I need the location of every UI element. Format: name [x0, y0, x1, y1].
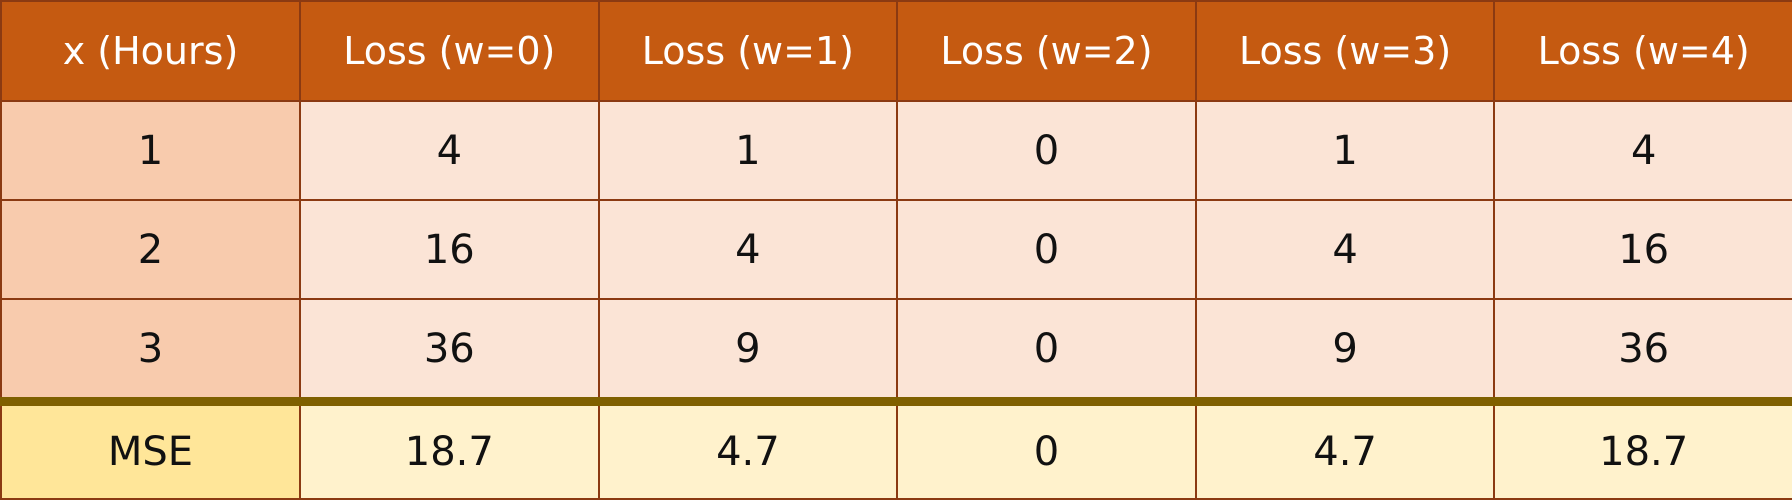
table-row: 3 36 9 0 9 36 — [0, 298, 1792, 403]
table-cell: 0 — [896, 100, 1197, 201]
table-cell: 16 — [299, 199, 600, 300]
header-cell-loss-w0: Loss (w=0) — [299, 0, 600, 102]
table-cell: 4 — [299, 100, 600, 201]
row-key-cell: 3 — [0, 298, 301, 403]
header-cell-loss-w4: Loss (w=4) — [1493, 0, 1792, 102]
summary-cell: 0 — [896, 397, 1197, 500]
table-cell: 9 — [1194, 298, 1496, 403]
header-cell-loss-w3: Loss (w=3) — [1194, 0, 1496, 102]
table-row: 2 16 4 0 4 16 — [0, 199, 1792, 300]
table-cell: 4 — [1194, 199, 1496, 300]
header-cell-x: x (Hours) — [0, 0, 301, 102]
summary-row: MSE 18.7 4.7 0 4.7 18.7 — [0, 397, 1792, 500]
summary-cell: 18.7 — [299, 397, 600, 500]
summary-cell: 4.7 — [1194, 397, 1496, 500]
row-key-cell: 1 — [0, 100, 301, 201]
table-cell: 36 — [1493, 298, 1792, 403]
row-key-cell: 2 — [0, 199, 301, 300]
table-cell: 1 — [1194, 100, 1496, 201]
table-cell: 4 — [1493, 100, 1792, 201]
table-row: 1 4 1 0 1 4 — [0, 100, 1792, 201]
table-cell: 4 — [597, 199, 899, 300]
header-cell-loss-w2: Loss (w=2) — [896, 0, 1197, 102]
table-cell: 0 — [896, 298, 1197, 403]
table-cell: 36 — [299, 298, 600, 403]
header-cell-loss-w1: Loss (w=1) — [597, 0, 899, 102]
table-cell: 1 — [597, 100, 899, 201]
header-row: x (Hours) Loss (w=0) Loss (w=1) Loss (w=… — [0, 0, 1792, 102]
summary-cell: 4.7 — [597, 397, 899, 500]
table-cell: 0 — [896, 199, 1197, 300]
table-cell: 16 — [1493, 199, 1792, 300]
table-cell: 9 — [597, 298, 899, 403]
summary-cell: 18.7 — [1493, 397, 1792, 500]
summary-label-cell: MSE — [0, 397, 301, 500]
